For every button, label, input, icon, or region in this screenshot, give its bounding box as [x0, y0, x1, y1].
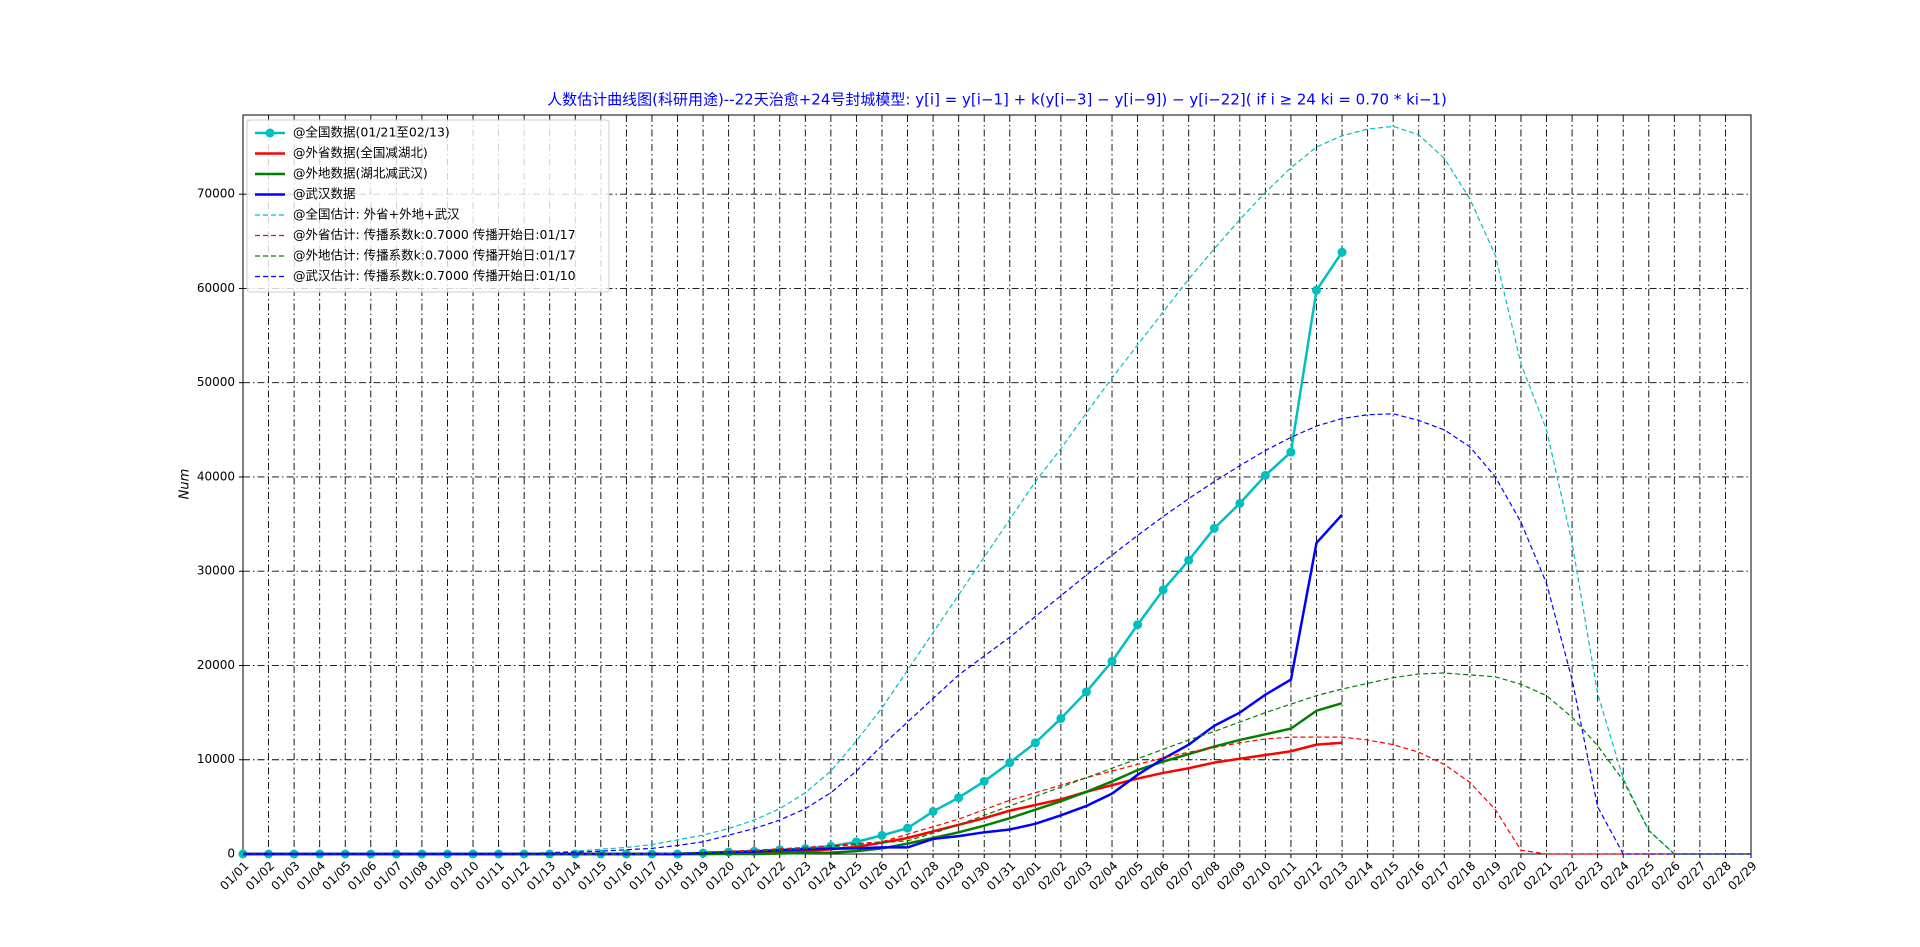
series-line [243, 672, 1751, 855]
data-point [1107, 656, 1117, 666]
data-point [903, 823, 913, 833]
series-line [243, 513, 1343, 856]
data-point [1260, 470, 1270, 480]
data-point [1235, 498, 1245, 508]
data-point [1005, 758, 1015, 768]
chart-title: 人数估计曲线图(科研用途)--22天治愈+24号封城模型: y[i] = y[i… [547, 91, 1447, 109]
data-point [928, 806, 938, 816]
data-point [1158, 585, 1168, 595]
data-point [1056, 713, 1066, 723]
data-point [1184, 555, 1194, 565]
legend-label: @外省估计: 传播系数k:0.7000 传播开始日:01/17 [293, 227, 576, 242]
data-point [1133, 620, 1143, 630]
series-line [243, 736, 1751, 855]
series-line [243, 701, 1343, 856]
x-tick-label: 02/29 [1725, 859, 1759, 893]
y-tick-label: 0 [227, 847, 235, 861]
y-tick-label: 40000 [197, 469, 235, 483]
legend-label: @全国估计: 外省+外地+武汉 [293, 207, 460, 222]
y-tick-label: 50000 [197, 375, 235, 389]
data-point [979, 776, 989, 786]
data-point [877, 830, 887, 840]
data-point [954, 793, 964, 803]
data-point [1209, 523, 1219, 533]
legend-label: @武汉数据 [293, 186, 356, 201]
y-tick-label: 30000 [197, 564, 235, 578]
legend-label: @外地估计: 传播系数k:0.7000 传播开始日:01/17 [293, 248, 576, 263]
data-point [1337, 247, 1347, 257]
series-line [243, 413, 1751, 855]
data-point [1311, 285, 1321, 295]
y-axis-label: Num [178, 469, 193, 500]
legend-label: @全国数据(01/21至02/13) [293, 125, 450, 140]
y-tick-label: 20000 [197, 658, 235, 672]
legend-label: @武汉估计: 传播系数k:0.7000 传播开始日:01/10 [293, 268, 576, 283]
data-point [1030, 738, 1040, 748]
plot-frame [242, 114, 1752, 855]
y-tick-label: 10000 [197, 752, 235, 766]
legend-box [246, 119, 610, 293]
y-tick-label: 70000 [197, 187, 235, 201]
legend-label: @外地数据(湖北减武汉) [293, 166, 428, 181]
data-point [1286, 447, 1296, 457]
y-tick-label: 60000 [197, 281, 235, 295]
legend-marker [265, 128, 275, 138]
data-point [1081, 687, 1091, 697]
legend-label: @外省数据(全国减湖北) [293, 145, 428, 160]
series-line [243, 251, 1344, 856]
